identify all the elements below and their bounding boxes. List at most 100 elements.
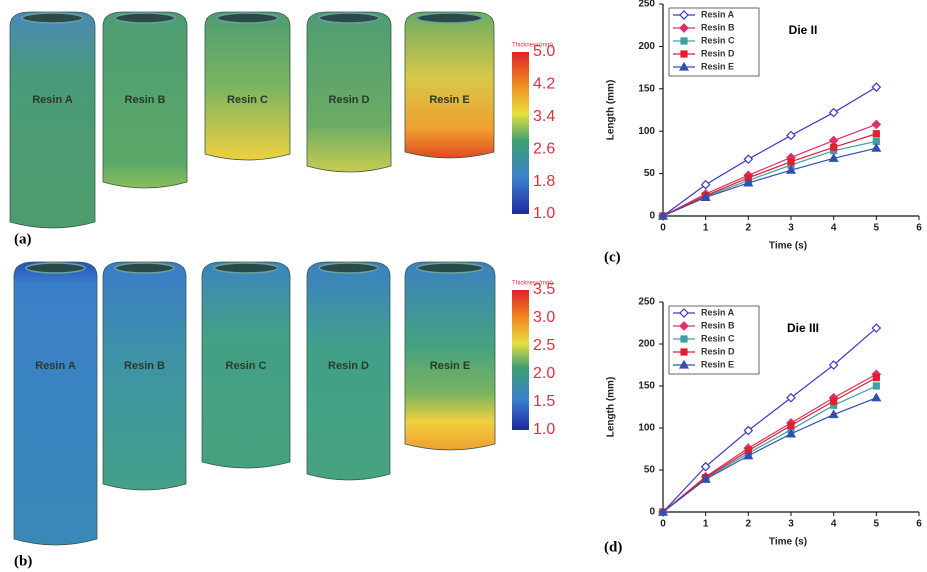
resin-label: Resin C [226, 360, 267, 372]
figure: Resin AResin BResin CResin DResin EThick… [0, 0, 927, 572]
legend-label: Resin A [701, 9, 735, 19]
resin-tube [14, 262, 97, 545]
y-tick-label: 250 [638, 0, 655, 10]
panel-label: (c) [604, 249, 621, 265]
x-tick-label: 3 [788, 519, 794, 530]
resin-tube [103, 262, 186, 490]
resin-label: Resin D [328, 360, 369, 372]
resin-label: Resin D [329, 94, 370, 106]
y-tick-label: 200 [638, 339, 655, 350]
y-tick-label: 150 [638, 381, 655, 392]
data-point [830, 137, 838, 145]
series-line [663, 386, 876, 512]
legend-label: Resin C [701, 35, 735, 45]
x-tick-label: 4 [831, 519, 837, 530]
legend-marker [681, 336, 687, 342]
tube-opening [417, 13, 482, 23]
resin-label: Resin C [227, 94, 268, 106]
tube-opening [214, 263, 278, 273]
data-point [873, 131, 879, 137]
legend-marker [681, 38, 687, 44]
resin-label: Resin B [124, 360, 165, 372]
data-point [873, 375, 879, 381]
resin-tube [405, 262, 495, 450]
color-bar-label: 3.0 [533, 309, 555, 326]
legend-label: Resin C [701, 333, 735, 343]
legend-label: Resin E [701, 61, 734, 71]
series-line [663, 134, 876, 216]
y-tick-label: 50 [644, 168, 656, 179]
tube-opening [115, 263, 174, 273]
y-tick-label: 50 [644, 465, 656, 476]
y-tick-label: 150 [638, 83, 655, 94]
color-bar-label: 2.5 [533, 337, 555, 354]
x-tick-label: 5 [874, 223, 880, 234]
y-axis-label: Length (mm) [606, 80, 617, 141]
panel-label: (b) [14, 553, 32, 569]
tube-opening [22, 13, 83, 23]
resin-label: Resin B [125, 94, 166, 106]
x-axis-label: Time (s) [769, 241, 807, 252]
panel-label: (d) [604, 539, 622, 555]
chart-title: Die III [787, 321, 819, 335]
tube-opening [417, 263, 483, 273]
y-tick-label: 200 [638, 41, 655, 52]
data-point [872, 144, 880, 151]
x-tick-label: 4 [831, 223, 837, 234]
panel-label: (a) [14, 231, 32, 247]
color-bar-label: 1.5 [533, 393, 555, 410]
legend-label: Resin B [701, 22, 735, 32]
data-point [872, 120, 880, 128]
color-bar-label: 3.5 [533, 281, 555, 298]
data-point [831, 398, 837, 404]
x-tick-label: 0 [660, 519, 666, 530]
y-tick-label: 0 [649, 507, 655, 518]
x-axis-label: Time (s) [769, 537, 807, 548]
x-tick-label: 2 [746, 223, 752, 234]
resin-label: Resin E [429, 94, 469, 106]
data-point [872, 394, 880, 401]
legend-label: Resin D [701, 346, 735, 356]
color-bar-label: 4.2 [533, 76, 555, 93]
x-tick-label: 6 [916, 519, 922, 530]
legend-label: Resin D [701, 48, 735, 58]
color-bar-label: 1.0 [533, 205, 555, 222]
resin-label: Resin A [35, 360, 76, 372]
resin-label: Resin A [32, 94, 73, 106]
x-tick-label: 0 [660, 223, 666, 234]
series-line [663, 141, 876, 216]
y-axis-label: Length (mm) [606, 377, 617, 438]
chart-title: Die II [789, 23, 818, 37]
legend-marker [681, 51, 687, 57]
x-tick-label: 2 [746, 519, 752, 530]
series-line [663, 87, 876, 216]
resin-tube [205, 12, 290, 160]
tube-opening [319, 263, 378, 273]
tube-opening [115, 13, 175, 23]
resin-tube [10, 12, 95, 228]
data-point [873, 383, 879, 389]
x-tick-label: 3 [788, 223, 794, 234]
resin-tube [307, 12, 391, 172]
y-tick-label: 250 [638, 297, 655, 308]
data-point [744, 155, 752, 163]
data-point [788, 422, 794, 428]
x-tick-label: 1 [703, 519, 709, 530]
color-bar-label: 2.0 [533, 365, 555, 382]
legend-label: Resin A [701, 307, 735, 317]
color-bar [512, 290, 529, 430]
y-tick-label: 100 [638, 126, 655, 137]
color-bar-label: 1.0 [533, 421, 555, 438]
color-bar-label: 3.4 [533, 108, 555, 125]
legend-label: Resin B [701, 320, 735, 330]
data-point [788, 159, 794, 165]
color-bar-label: 5.0 [533, 43, 555, 60]
color-bar-label: 1.8 [533, 173, 555, 190]
data-point [787, 131, 795, 139]
tube-opening [26, 263, 85, 273]
resin-tube [405, 12, 494, 158]
x-tick-label: 5 [874, 519, 880, 530]
tube-opening [217, 13, 278, 23]
series-line [663, 148, 876, 216]
data-point [830, 109, 838, 117]
